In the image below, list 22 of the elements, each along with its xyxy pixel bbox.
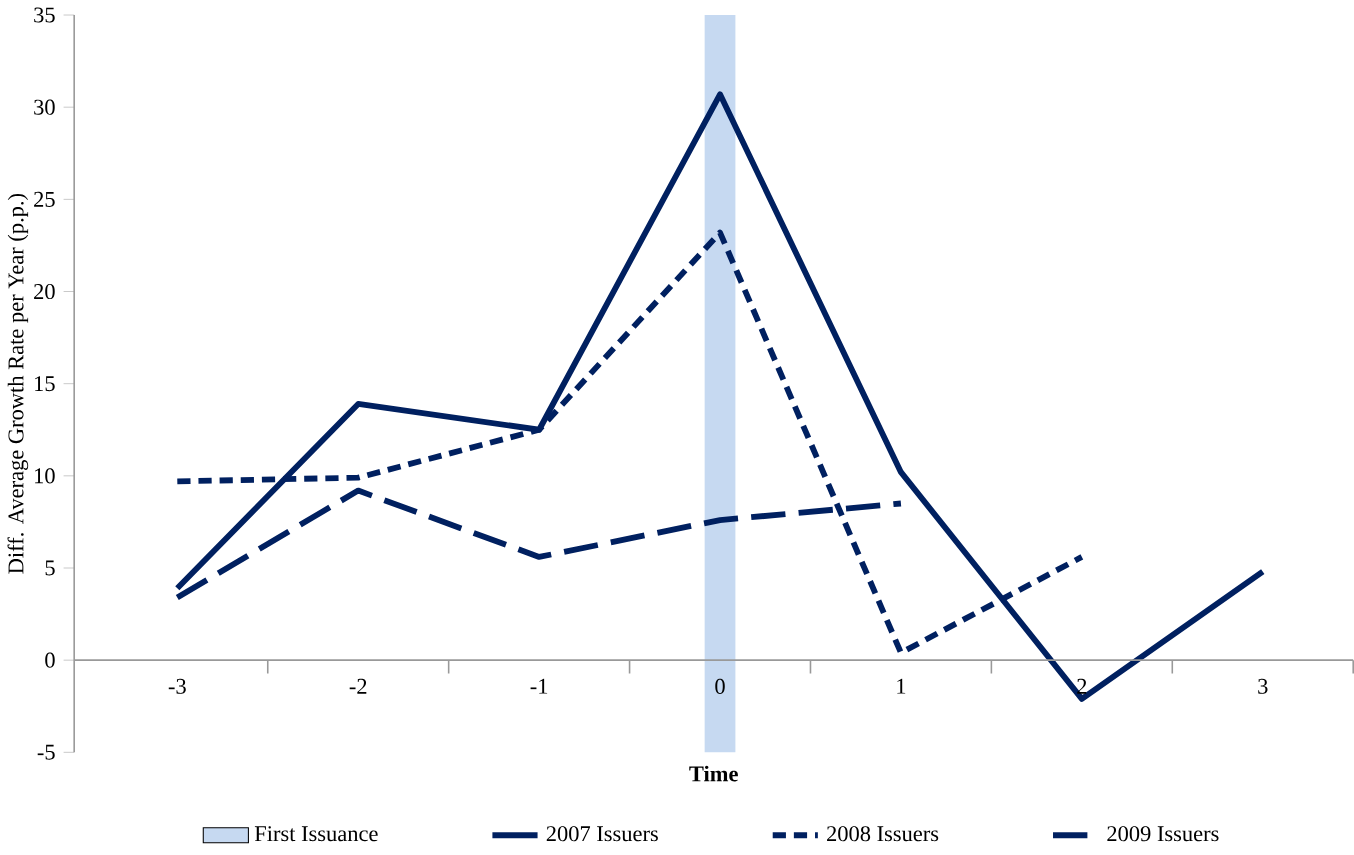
x-tick-label: -1: [530, 678, 548, 694]
x-tick-label: 2: [1077, 678, 1087, 694]
y-axis-title: Diff. Average Growth Rate per Year (p.p.): [7, 193, 29, 574]
y-tick-label: 15: [35, 376, 55, 392]
x-tick-label: -2: [349, 678, 367, 694]
y-tick-label: 25: [34, 191, 55, 207]
x-axis-title: Time: [689, 765, 738, 782]
legend-label: First Issuance: [254, 826, 378, 842]
legend-label: 2009 Issuers: [1107, 826, 1219, 842]
x-tick-label: 1: [897, 678, 906, 694]
y-tick-label: 0: [45, 652, 55, 668]
x-tick-label: 0: [715, 678, 725, 694]
y-tick-label: 35: [34, 7, 55, 23]
y-tick-label: -5: [37, 744, 55, 760]
y-tick-label: 20: [34, 283, 55, 300]
x-tick-label: 3: [1258, 678, 1268, 694]
y-tick-label: 5: [45, 560, 55, 576]
x-tick-label: -3: [168, 678, 186, 694]
legend-label: 2008 Issuers: [827, 826, 939, 842]
y-tick-label: 30: [34, 99, 55, 115]
legend-label: 2007 Issuers: [546, 826, 658, 842]
y-tick-label: 10: [35, 468, 55, 484]
